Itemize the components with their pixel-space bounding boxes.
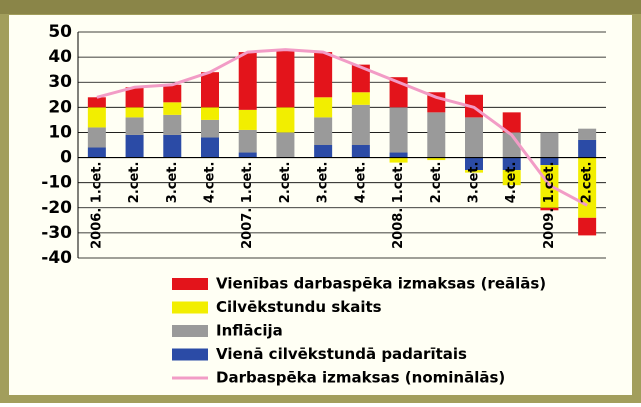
x-tick-label: 2.cet. — [580, 162, 595, 204]
bar-segment — [502, 157, 521, 171]
x-tick-label: 2.cet. — [278, 162, 293, 204]
bar-segment — [87, 127, 106, 148]
x-tick-label: 4.cet. — [353, 162, 368, 204]
bar-segment — [389, 157, 408, 163]
bar-segment — [201, 72, 219, 108]
bar-segment — [238, 129, 257, 153]
y-tick-label: 20 — [48, 97, 72, 117]
bar-segment — [465, 117, 483, 158]
bar-segment — [351, 64, 370, 93]
legend-label: Cilvēkstundu skaits — [216, 298, 382, 316]
legend-swatch — [172, 325, 208, 337]
x-tick-label: 3.cet. — [165, 162, 180, 204]
bar-segment — [163, 134, 182, 158]
bar-segment — [125, 107, 144, 118]
x-tick-label: 2008. 1.cet. — [391, 162, 406, 249]
x-tick-label: 2.cet. — [127, 162, 142, 204]
y-tick-label: -10 — [41, 173, 72, 193]
bar-segment — [314, 117, 333, 145]
bar-segment — [314, 145, 333, 158]
bar-segment — [389, 152, 408, 158]
y-tick-label: 0 — [60, 148, 72, 168]
x-tick-label: 2006. 1.cet. — [89, 162, 104, 249]
bar-segment — [87, 107, 106, 128]
legend-label: Inflācija — [216, 322, 283, 340]
bar-segment — [465, 157, 483, 171]
x-tick-label: 2009. 1.cet. — [542, 162, 557, 249]
bar-segment — [201, 119, 219, 138]
bar-segment — [465, 170, 483, 173]
x-tick-label: 3.cet. — [316, 162, 331, 204]
legend-swatch — [172, 278, 208, 290]
bar-segment — [125, 117, 144, 135]
x-tick-label: 3.cet. — [467, 162, 482, 204]
bar-segment — [578, 217, 597, 236]
bar-segment — [87, 147, 106, 158]
title-band — [0, 0, 641, 14]
bar-segment — [163, 102, 182, 115]
bar-segment — [276, 132, 295, 158]
bar-segment — [201, 137, 219, 158]
y-tick-label: 40 — [48, 47, 72, 67]
bar-segment — [238, 152, 257, 158]
legend-label: Darbaspēka izmaksas (nominālās) — [216, 369, 505, 387]
y-tick-label: 30 — [48, 72, 72, 92]
x-tick-label: 2.cet. — [429, 162, 444, 204]
bar-segment — [314, 52, 333, 98]
bar-segment — [276, 49, 295, 108]
bar-segment — [276, 107, 295, 133]
bar-segment — [201, 107, 219, 120]
bar-segment — [351, 104, 370, 145]
bar-segment — [351, 145, 370, 158]
bar-segment — [540, 157, 559, 166]
bar-segment — [540, 207, 559, 211]
y-tick-label: -30 — [41, 223, 72, 243]
legend-label: Vienā cilvēkstundā padarītais — [216, 345, 467, 363]
bar-segment — [314, 97, 333, 118]
bar-segment — [540, 132, 559, 158]
bar-segment — [87, 97, 106, 108]
bar-segment — [389, 107, 408, 153]
bar-segment — [238, 52, 257, 110]
x-tick-label: 4.cet. — [203, 162, 218, 204]
x-tick-label: 4.cet. — [504, 162, 519, 204]
x-tick-label: 2007. 1.cet. — [240, 162, 255, 249]
bar-segment — [125, 87, 144, 108]
bar-segment — [578, 139, 597, 158]
y-tick-label: -40 — [41, 248, 72, 268]
legend-swatch — [172, 348, 208, 361]
line-series — [96, 48, 588, 207]
bar-segment — [238, 109, 257, 130]
legend-swatch — [172, 301, 208, 314]
bar-segment — [351, 92, 370, 105]
bar-segment — [427, 157, 446, 161]
y-tick-label: 50 — [48, 22, 72, 42]
y-tick-label: -20 — [41, 198, 72, 218]
bar-segment — [502, 170, 521, 186]
bar-segment — [427, 112, 446, 158]
bar-segment — [163, 84, 182, 103]
bar-segment — [502, 112, 521, 133]
legend-label: Vienības darbaspēka izmaksas (reālās) — [216, 275, 546, 293]
y-tick-label: 10 — [48, 122, 72, 142]
bar-segment — [578, 128, 597, 140]
bar-segment — [125, 134, 144, 158]
bar-segment — [163, 114, 182, 135]
